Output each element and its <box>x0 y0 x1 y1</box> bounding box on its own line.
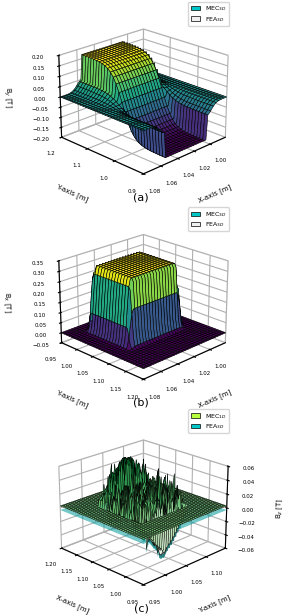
Text: (a): (a) <box>133 192 149 202</box>
X-axis label: X-axis [m]: X-axis [m] <box>197 183 232 204</box>
X-axis label: X-axis [m]: X-axis [m] <box>55 594 90 614</box>
Text: (b): (b) <box>133 397 149 408</box>
Legend: MEC$_{3D}$, FEA$_{3D}$: MEC$_{3D}$, FEA$_{3D}$ <box>188 2 229 26</box>
X-axis label: X-axis [m]: X-axis [m] <box>197 389 232 409</box>
Y-axis label: Y-axis [m]: Y-axis [m] <box>56 183 90 204</box>
Y-axis label: Y-axis [m]: Y-axis [m] <box>56 389 90 409</box>
Legend: MEC$_{1D}$, FEA$_{3D}$: MEC$_{1D}$, FEA$_{3D}$ <box>188 409 229 434</box>
Legend: MEC$_{3D}$, FEA$_{3D}$: MEC$_{3D}$, FEA$_{3D}$ <box>188 207 229 231</box>
Text: (c): (c) <box>134 603 148 613</box>
Y-axis label: Y-axis [m]: Y-axis [m] <box>197 594 232 614</box>
